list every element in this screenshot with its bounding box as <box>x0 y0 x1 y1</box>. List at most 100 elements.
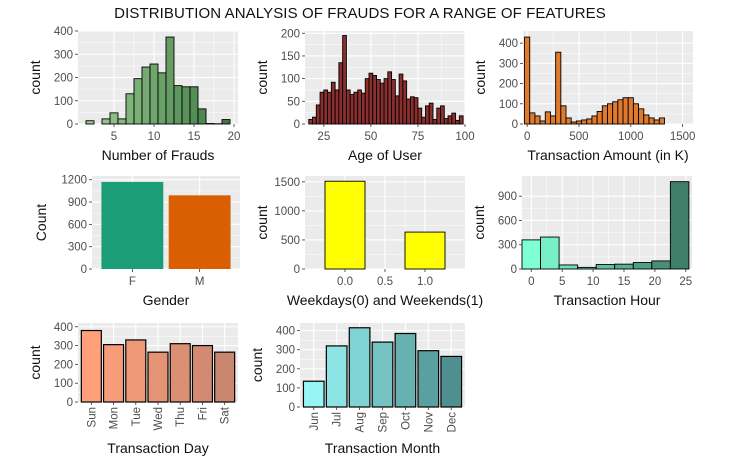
bar <box>669 181 690 270</box>
x-tick-label: 500 <box>569 131 588 143</box>
bar <box>133 78 143 125</box>
y-tick-label: 200 <box>281 28 300 40</box>
x-tick-label: 20 <box>228 131 241 143</box>
x-tick-label: 0 <box>528 276 534 288</box>
x-tick-label: 50 <box>364 131 377 143</box>
x-tick-label: 15 <box>618 276 631 288</box>
bar-jun <box>302 380 325 408</box>
y-tick-label: 200 <box>499 79 518 91</box>
bar <box>455 119 460 125</box>
bar <box>406 98 411 125</box>
y-axis-title: count <box>254 205 270 239</box>
bar <box>327 91 332 125</box>
chart-hour: 0 300 600 900 0 5 10 15 20 25 Transaction Hour coun… <box>471 176 692 308</box>
bar <box>353 91 359 125</box>
y-tick-label: 300 <box>54 341 73 353</box>
bar-aug <box>348 327 371 408</box>
bar <box>308 119 313 125</box>
bar <box>581 119 588 125</box>
bar-jul <box>325 345 348 408</box>
y-axis-title: count <box>27 345 43 379</box>
y-axis: 0 100 200 300 400 <box>276 326 300 414</box>
y-tick-label: 300 <box>498 240 517 252</box>
bar <box>550 115 557 125</box>
bar-fri <box>191 344 214 403</box>
chart-month: 0 100 200 300 400 Jun Jul Aug Sep Oct Nov Dec Transa… <box>249 323 465 456</box>
x-tick-label: 10 <box>587 276 600 288</box>
bar <box>376 79 381 125</box>
x-tick-label: 10 <box>148 131 161 143</box>
chart-amount: 0 100 200 300 400 0 500 1000 1500 Transaction Amo… <box>472 31 695 163</box>
y-axis-title: count <box>27 60 43 94</box>
x-tick-label: Sep <box>378 412 390 432</box>
bar <box>577 266 597 270</box>
x-tick-label: Jul <box>332 412 344 427</box>
y-tick-label: 0 <box>67 397 73 409</box>
bar <box>596 111 603 125</box>
bar <box>627 97 634 125</box>
y-axis: 0 300 600 900 <box>498 191 522 276</box>
bar <box>383 78 389 125</box>
bar <box>591 115 598 125</box>
x-tick-label: Aug <box>355 412 367 432</box>
bar <box>648 117 655 125</box>
y-axis: 0 100 200 300 400 <box>54 26 78 131</box>
bar <box>632 262 653 270</box>
bar-dec <box>440 355 463 408</box>
bar <box>109 112 119 125</box>
bar <box>319 91 325 125</box>
x-tick-label: 1000 <box>618 131 644 143</box>
x-axis-title: Age of User <box>348 147 422 163</box>
x-tick-label: Tue <box>131 407 143 426</box>
y-tick-label: 500 <box>281 235 300 247</box>
bar <box>638 108 645 125</box>
bar <box>607 103 614 125</box>
x-tick-label: 1500 <box>670 131 696 143</box>
bar <box>544 111 551 125</box>
bar <box>372 75 377 125</box>
x-tick-label: M <box>195 276 205 288</box>
bar <box>432 119 438 125</box>
x-tick-label: Sat <box>220 406 232 424</box>
y-axis: 0 50 100 150 200 <box>281 28 305 131</box>
bar <box>149 63 159 125</box>
x-tick-label: Sun <box>86 407 98 427</box>
bar <box>338 62 344 125</box>
x-tick-label: 100 <box>455 131 474 143</box>
bar <box>334 89 340 125</box>
bar <box>323 89 329 125</box>
x-axis-title: Gender <box>143 292 190 308</box>
y-tick-label: 400 <box>54 26 73 38</box>
y-tick-label: 200 <box>54 359 73 371</box>
bar <box>379 82 385 125</box>
y-tick-label: 600 <box>68 219 87 231</box>
x-tick-label: Nov <box>423 412 435 433</box>
y-tick-label: 0 <box>294 264 300 276</box>
bar <box>570 121 577 125</box>
bar <box>428 102 434 125</box>
bar <box>165 36 175 125</box>
bar <box>221 119 231 125</box>
bar-nov <box>417 350 440 408</box>
y-tick-label: 0 <box>81 264 87 276</box>
bar <box>141 66 151 125</box>
y-axis: 0 300 600 900 1200 <box>61 175 92 276</box>
bar <box>324 180 366 270</box>
bar <box>653 119 660 125</box>
bar <box>595 264 616 270</box>
y-tick-label: 50 <box>287 96 300 108</box>
bar <box>529 112 536 125</box>
y-tick-label: 100 <box>281 74 300 86</box>
y-tick-label: 0 <box>512 119 518 131</box>
bar <box>394 95 400 125</box>
bar <box>409 96 415 125</box>
bar <box>85 120 95 125</box>
bar <box>560 105 567 125</box>
x-tick-label: 15 <box>188 131 201 143</box>
bar <box>181 86 191 125</box>
y-tick-label: 200 <box>54 73 73 85</box>
y-axis-title: Count <box>33 204 49 241</box>
